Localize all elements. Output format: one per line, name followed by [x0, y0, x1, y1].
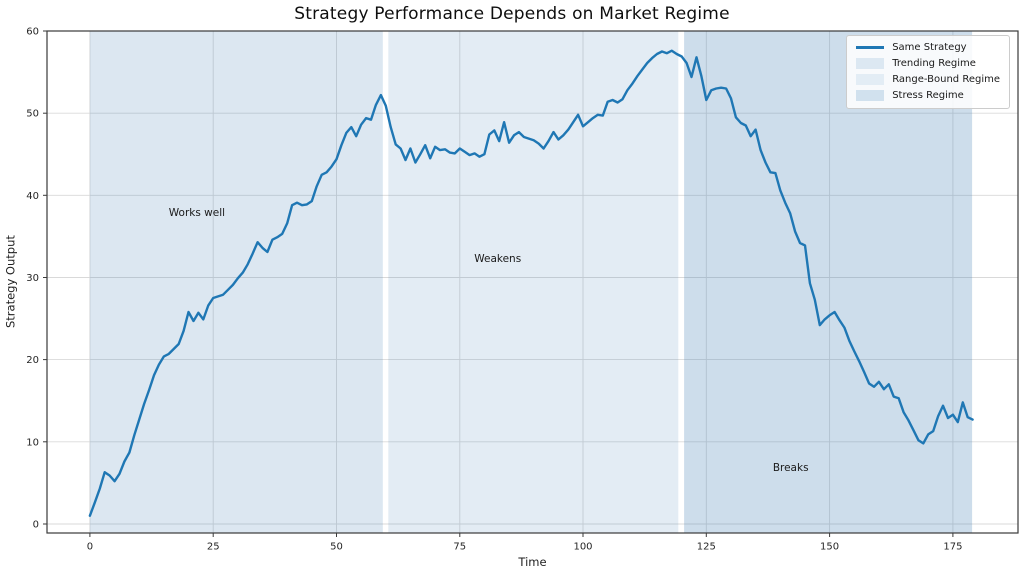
svg-text:100: 100 — [573, 542, 592, 553]
svg-text:175: 175 — [943, 542, 962, 553]
svg-text:125: 125 — [697, 542, 716, 553]
svg-text:75: 75 — [453, 542, 466, 553]
svg-text:Works well: Works well — [169, 207, 225, 219]
annotations: Works well Weakens Breaks — [169, 207, 809, 474]
legend-label: Range-Bound Regime — [892, 74, 1000, 85]
svg-text:0: 0 — [87, 542, 93, 553]
svg-text:150: 150 — [820, 542, 839, 553]
svg-text:50: 50 — [26, 109, 39, 120]
svg-text:60: 60 — [26, 27, 39, 38]
svg-text:Breaks: Breaks — [773, 462, 809, 474]
svg-text:20: 20 — [26, 355, 39, 366]
svg-text:25: 25 — [207, 542, 220, 553]
legend-label: Same Strategy — [892, 42, 967, 53]
legend-label: Trending Regime — [892, 58, 976, 69]
legend-swatch-patch — [856, 58, 885, 69]
svg-text:50: 50 — [330, 542, 343, 553]
grid — [47, 30, 1018, 533]
chart-title: Strategy Performance Depends on Market R… — [294, 4, 730, 24]
legend-item-stress-regime: Stress Regime — [856, 89, 1000, 102]
legend: Same Strategy Trending Regime Range-Boun… — [846, 35, 1010, 109]
axis-ticks: 0 25 50 75 100 125 150 175 0 10 20 30 40 50 60 — [26, 27, 962, 553]
legend-item-same-strategy: Same Strategy — [856, 41, 1000, 54]
svg-text:40: 40 — [26, 191, 39, 202]
svg-text:0: 0 — [33, 520, 39, 531]
svg-text:30: 30 — [26, 273, 39, 284]
y-axis-label: Strategy Output — [3, 235, 18, 329]
legend-swatch-patch — [856, 90, 885, 101]
legend-item-range-bound-regime: Range-Bound Regime — [856, 73, 1000, 86]
legend-label: Stress Regime — [892, 90, 964, 101]
plot-frame — [46, 30, 1019, 534]
svg-text:10: 10 — [26, 437, 39, 448]
svg-text:Weakens: Weakens — [474, 253, 521, 265]
x-axis-label: Time — [518, 555, 547, 569]
strategy-line — [88, 49, 974, 517]
legend-swatch-patch — [856, 74, 885, 85]
legend-swatch-line — [856, 46, 885, 49]
regime-regions — [89, 31, 973, 533]
legend-item-trending-regime: Trending Regime — [856, 57, 1000, 70]
